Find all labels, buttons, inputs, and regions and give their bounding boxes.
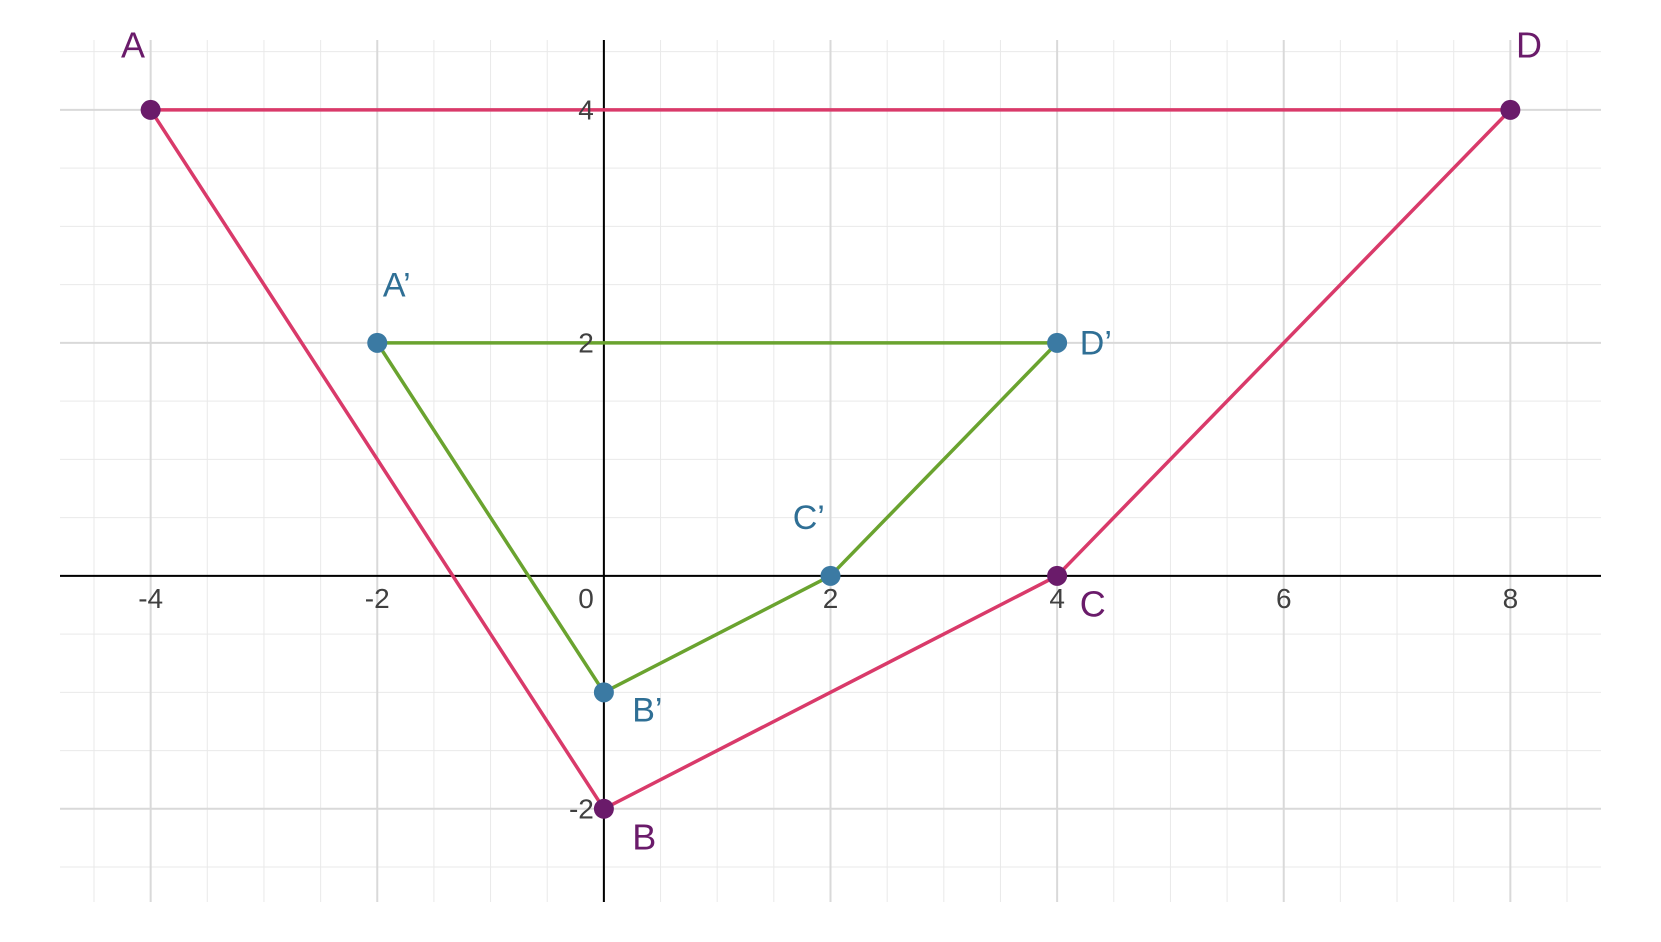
x-tick-4: 4 — [1049, 583, 1065, 614]
y-tick-4: 4 — [578, 95, 594, 126]
label-D': D’ — [1080, 325, 1112, 363]
label-C: C — [1080, 584, 1106, 625]
point-A' — [367, 333, 387, 353]
label-D: D — [1516, 24, 1542, 65]
label-A: A — [121, 24, 145, 65]
point-B — [594, 799, 614, 819]
x-tick-2: 2 — [823, 583, 839, 614]
label-B: B — [632, 817, 656, 858]
y-tick--2: -2 — [569, 794, 594, 825]
point-D' — [1047, 333, 1067, 353]
point-B' — [594, 682, 614, 702]
coordinate-plane-chart: -4 -2 0 2 4 6 8 -2 2 4 A B C D A’ B’ C’ D’ — [0, 0, 1661, 942]
x-tick--2: -2 — [365, 583, 390, 614]
label-A': A’ — [383, 266, 411, 304]
label-C': C’ — [793, 499, 825, 537]
x-tick--4: -4 — [138, 583, 163, 614]
point-A — [141, 100, 161, 120]
y-tick-2: 2 — [578, 328, 594, 359]
point-D — [1500, 100, 1520, 120]
label-B': B’ — [632, 691, 662, 729]
x-tick-0: 0 — [578, 583, 594, 614]
x-tick-6: 6 — [1276, 583, 1292, 614]
x-tick-8: 8 — [1503, 583, 1519, 614]
